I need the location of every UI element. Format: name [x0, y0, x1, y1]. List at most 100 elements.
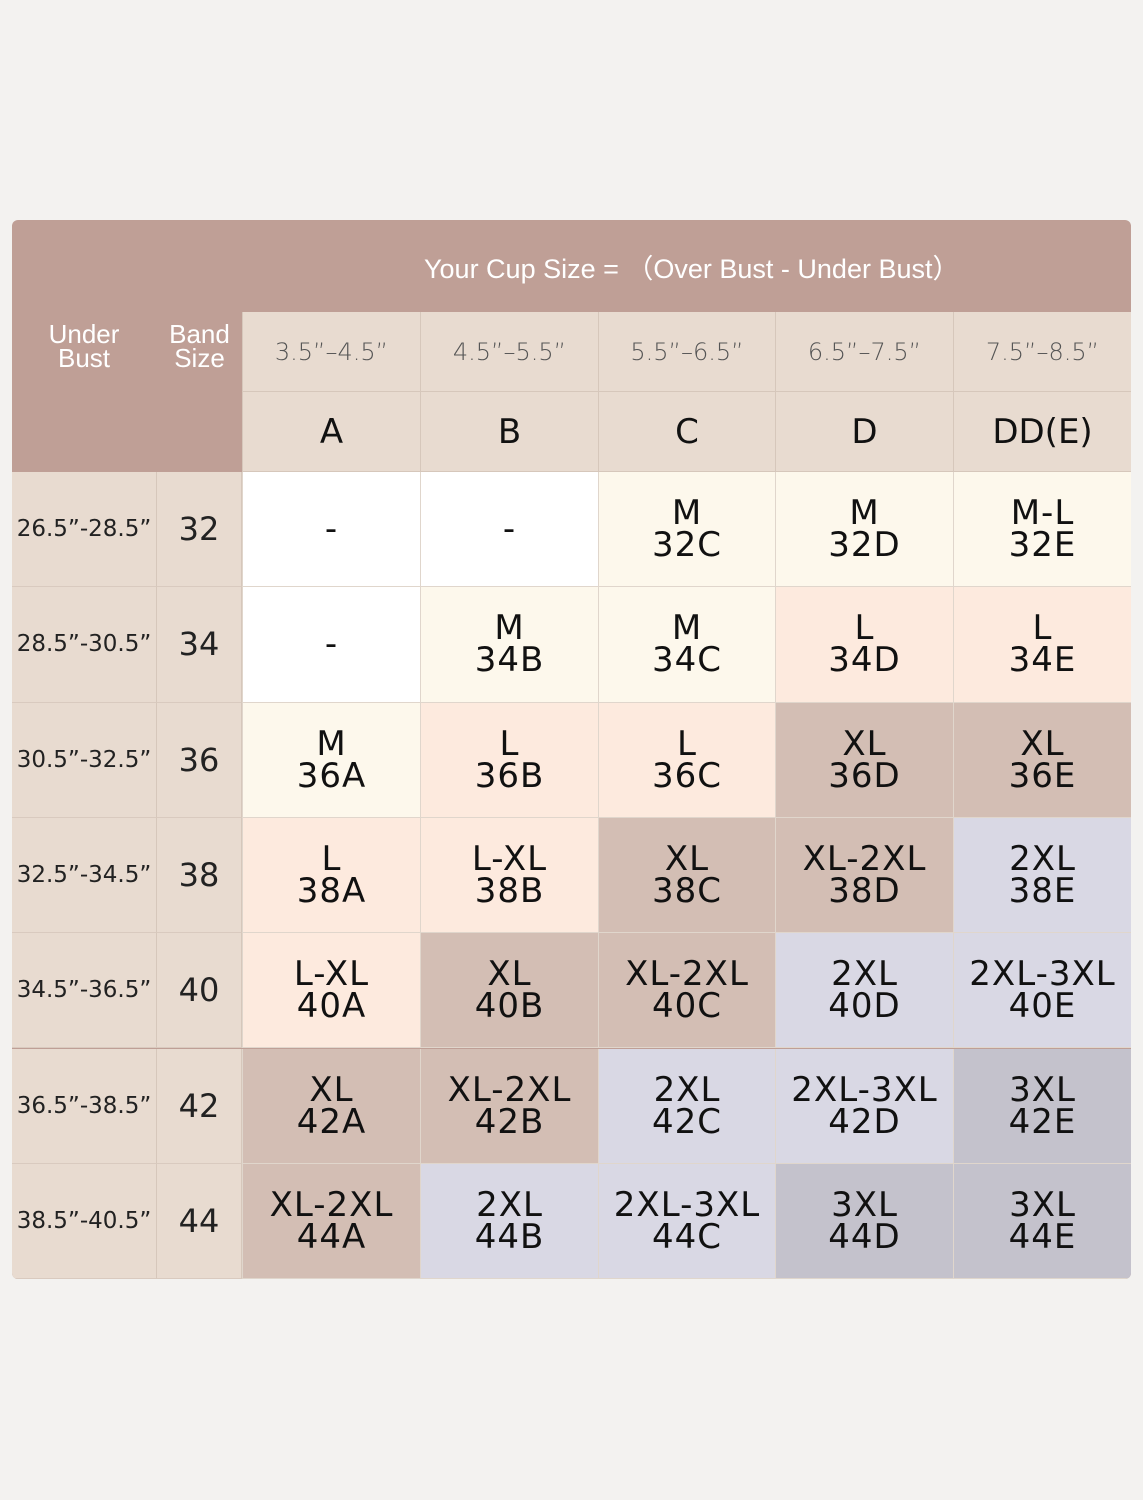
size-label: L-XL [471, 839, 548, 880]
size-cell: XL 38C [598, 817, 775, 934]
cup-range-header: 6.5”–7.5” [775, 312, 953, 392]
size-label: M [494, 608, 525, 649]
size-label: 2XL-3XL [969, 954, 1116, 995]
bra-size-label: 42B [474, 1101, 545, 1142]
size-label: M [671, 493, 703, 534]
size-cell: XL-2XL 40C [598, 933, 775, 1049]
size-label: XL [842, 723, 887, 764]
under-bust-header-line1: Under [48, 319, 120, 349]
size-cell: XL-2XL 44A [242, 1163, 420, 1279]
cup-letter-header: D [775, 392, 953, 472]
size-label: XL [309, 1069, 354, 1110]
bra-size-label: 38B [474, 871, 545, 912]
bra-size-label: 42A [296, 1101, 367, 1142]
size-label: XL [664, 839, 710, 880]
size-cell: 3XL 42E [953, 1048, 1131, 1164]
bra-size-label: 42C [651, 1101, 722, 1142]
bra-size-label: 42E [1008, 1101, 1077, 1142]
bra-size-label: 34C [651, 640, 722, 681]
size-cell: L 38A [242, 817, 420, 934]
size-cell: XL-2XL 38D [775, 817, 953, 934]
bra-size-label: 42D [828, 1101, 901, 1142]
size-cell: L-XL 38B [420, 817, 598, 934]
size-chart: Your Cup Size = （Over Bust - Under Bust）… [12, 220, 1131, 1279]
bra-size-label: 36D [828, 755, 901, 796]
size-label: 2XL [1009, 839, 1076, 880]
band-size-header-line1: Band [169, 319, 230, 349]
chart-title: Your Cup Size = （Over Bust - Under Bust） [424, 253, 960, 284]
size-cell: - [420, 472, 598, 588]
size-label: 3XL [1009, 1184, 1076, 1225]
size-cell: M 34C [598, 587, 775, 703]
size-cell: M 32D [775, 472, 953, 588]
size-label: XL-2XL [269, 1184, 394, 1225]
under-bust-value: 36.5”-38.5” [12, 1048, 157, 1164]
bra-size-label: 38A [296, 871, 367, 912]
bra-size-label: 36E [1008, 755, 1077, 796]
under-bust-value: 34.5”-36.5” [12, 933, 157, 1049]
size-cell: L 34D [775, 587, 953, 703]
cup-range-header: 3.5”–4.5” [242, 312, 420, 392]
bra-size-label: 40A [296, 986, 367, 1027]
size-label: - [324, 509, 339, 550]
size-cell: 2XL-3XL 40E [953, 933, 1131, 1049]
size-label: - [324, 624, 339, 665]
size-cell: XL-2XL 42B [420, 1048, 598, 1164]
size-label: L [677, 723, 697, 764]
under-bust-header: Under Bust [34, 319, 134, 373]
size-cell: 2XL 42C [598, 1048, 775, 1164]
size-label: - [502, 509, 517, 550]
bra-size-label: 34E [1008, 640, 1077, 681]
size-cell: 3XL 44D [775, 1163, 953, 1279]
band-size-value: 40 [157, 933, 242, 1049]
size-label: L [1032, 608, 1053, 649]
band-size-header-line2: Size [174, 343, 225, 373]
size-cell: 2XL 38E [953, 817, 1131, 934]
bra-size-label: 40E [1008, 986, 1077, 1027]
under-bust-value: 30.5”-32.5” [12, 702, 157, 818]
size-label: 2XL-3XL [613, 1184, 761, 1225]
size-label: M-L [1010, 493, 1075, 534]
size-label: L [499, 723, 520, 764]
band-size-value: 34 [157, 587, 242, 703]
band-size-value: 44 [157, 1163, 242, 1279]
size-label: M [671, 608, 703, 649]
size-cell: XL 36D [775, 702, 953, 818]
size-label: 2XL [653, 1069, 721, 1110]
cup-letter-header: C [598, 392, 775, 472]
size-cell: - [242, 587, 420, 703]
band-size-value: 38 [157, 817, 242, 934]
bra-size-label: 32D [828, 525, 901, 566]
bra-size-label: 34B [474, 640, 545, 681]
bra-size-label: 40D [828, 986, 901, 1027]
under-bust-header-line2: Bust [57, 343, 111, 373]
size-label: L [321, 839, 342, 880]
size-cell: 2XL 40D [775, 933, 953, 1049]
cup-range-header: 4.5”–5.5” [420, 312, 598, 392]
bra-size-label: 38E [1008, 871, 1077, 912]
size-label: 2XL [831, 954, 898, 995]
size-label: M [849, 493, 880, 534]
size-cell: M 32C [598, 472, 775, 588]
size-label: XL [487, 954, 532, 995]
bra-size-label: 40B [474, 986, 545, 1027]
size-label: M [316, 723, 347, 764]
size-label: 2XL-3XL [791, 1069, 938, 1110]
bra-size-label: 44E [1008, 1216, 1077, 1257]
size-cell: M 34B [420, 587, 598, 703]
size-cell: L 34E [953, 587, 1131, 703]
band-size-header: Band Size [157, 319, 242, 373]
size-label: 3XL [1009, 1069, 1076, 1110]
size-label: 2XL [476, 1184, 543, 1225]
under-bust-value: 38.5”-40.5” [12, 1163, 157, 1279]
size-cell: 2XL 44B [420, 1163, 598, 1279]
size-cell: 2XL-3XL 44C [598, 1163, 775, 1279]
size-cell: XL 40B [420, 933, 598, 1049]
size-cell: L 36B [420, 702, 598, 818]
size-cell: M 36A [242, 702, 420, 818]
band-size-value: 42 [157, 1048, 242, 1164]
bra-size-label: 36A [296, 755, 367, 796]
size-label: L [854, 608, 875, 649]
bra-size-label: 38D [828, 871, 901, 912]
cup-letter-header: B [420, 392, 598, 472]
